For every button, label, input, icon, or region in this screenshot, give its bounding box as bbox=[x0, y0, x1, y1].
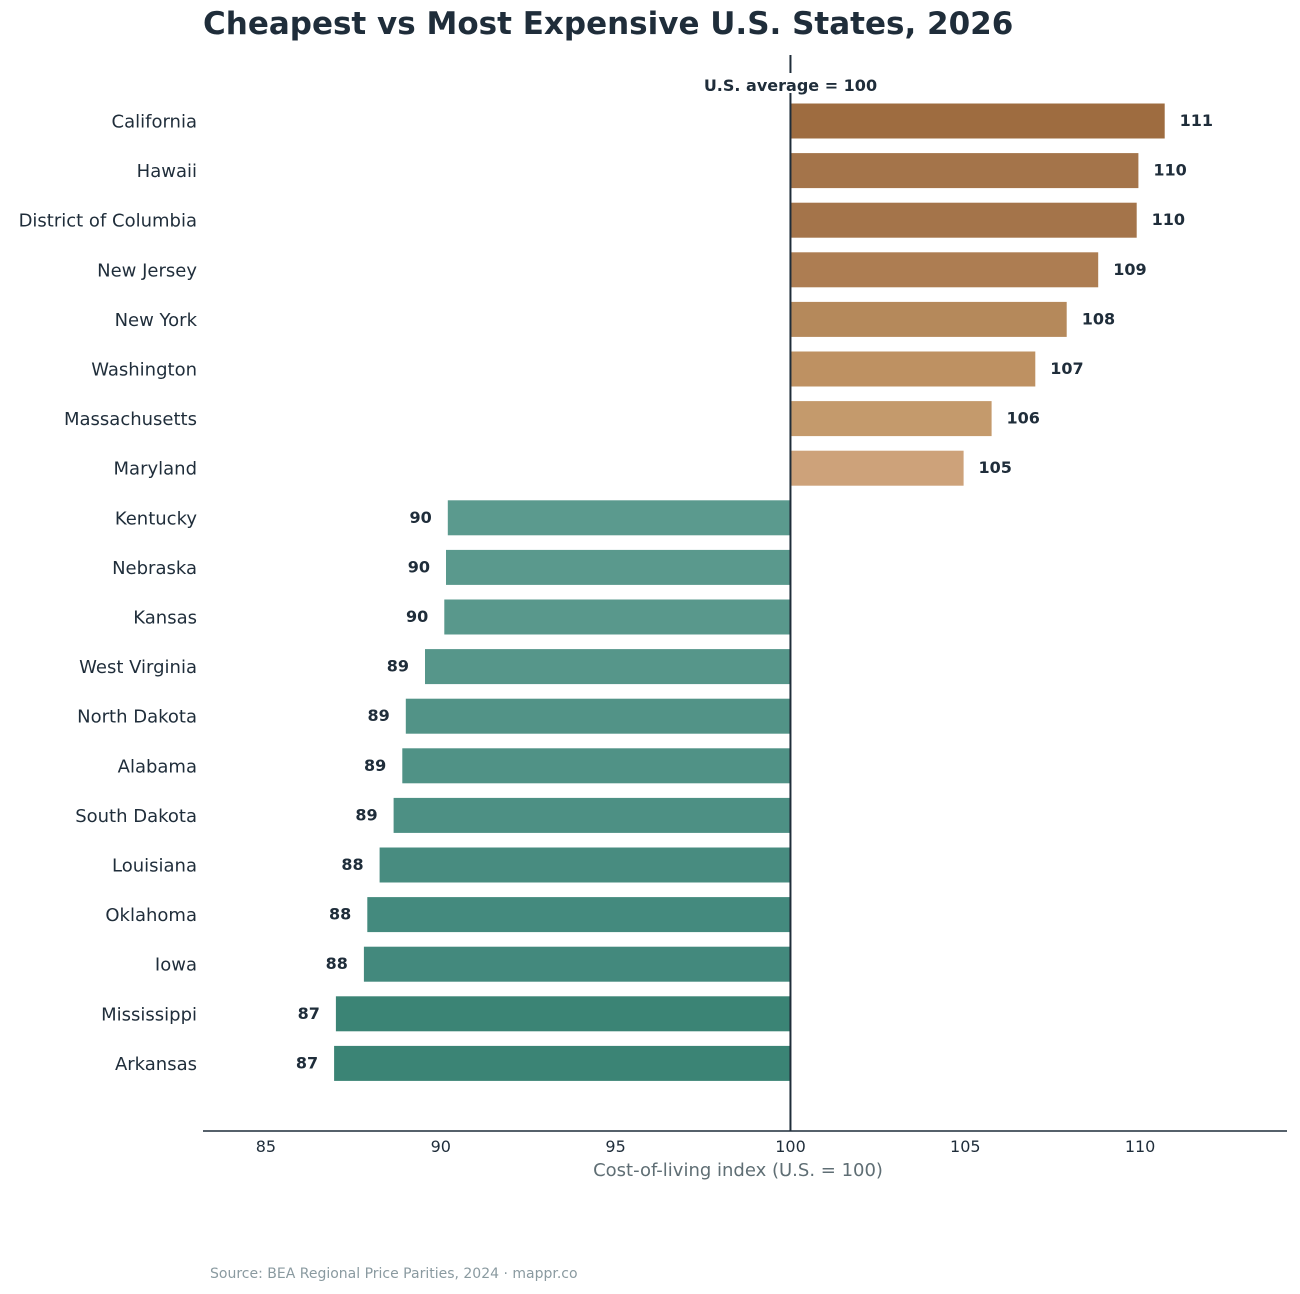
bar-arkansas bbox=[334, 1045, 791, 1081]
category-label: California bbox=[112, 112, 197, 133]
category-label: South Dakota bbox=[75, 806, 197, 827]
bars-layer bbox=[334, 103, 1165, 1081]
bar-nebraska bbox=[446, 549, 791, 585]
value-label: 90 bbox=[408, 557, 430, 576]
bar-kansas bbox=[444, 599, 791, 635]
value-label: 110 bbox=[1152, 210, 1185, 229]
bar-new-jersey bbox=[790, 252, 1099, 288]
value-label: 88 bbox=[326, 954, 348, 973]
category-label: Massachusetts bbox=[64, 409, 197, 430]
category-label: Maryland bbox=[114, 459, 197, 480]
value-label: 106 bbox=[1007, 409, 1040, 428]
category-label: District of Columbia bbox=[19, 211, 197, 232]
category-label: Alabama bbox=[118, 756, 197, 777]
x-tick-label: 95 bbox=[605, 1137, 625, 1156]
category-label: North Dakota bbox=[77, 707, 197, 728]
category-labels: California Hawaii District of Columbia New … bbox=[19, 112, 198, 1075]
x-tick-labels: 85 90 95 100 105 110 bbox=[256, 1137, 1156, 1156]
bar-south-dakota bbox=[393, 797, 791, 833]
value-label: 88 bbox=[329, 905, 351, 924]
value-label: 110 bbox=[1153, 161, 1186, 180]
chart-title: Cheapest vs Most Expensive U.S. States, … bbox=[203, 6, 1014, 42]
x-axis-label: Cost-of-living index (U.S. = 100) bbox=[593, 1160, 883, 1181]
bar-maryland bbox=[790, 450, 964, 486]
category-label: Oklahoma bbox=[105, 905, 197, 926]
x-tick-label: 110 bbox=[1125, 1137, 1156, 1156]
value-label: 90 bbox=[410, 508, 432, 527]
bar-north-dakota bbox=[405, 698, 791, 734]
bar-iowa bbox=[363, 946, 791, 982]
value-label: 87 bbox=[296, 1053, 318, 1072]
x-tick-label: 85 bbox=[256, 1137, 276, 1156]
bar-louisiana bbox=[379, 847, 791, 883]
category-label: New York bbox=[115, 310, 198, 331]
bar-district-of-columbia bbox=[790, 202, 1137, 238]
category-label: New Jersey bbox=[97, 260, 197, 281]
category-label: Mississippi bbox=[101, 1004, 197, 1025]
category-label: Nebraska bbox=[112, 558, 197, 579]
bar-massachusetts bbox=[790, 401, 992, 437]
category-label: Arkansas bbox=[115, 1054, 197, 1075]
value-label: 89 bbox=[364, 756, 386, 775]
category-label: Hawaii bbox=[137, 161, 197, 182]
value-label: 90 bbox=[406, 607, 428, 626]
x-tick-label: 90 bbox=[431, 1137, 451, 1156]
value-label: 109 bbox=[1113, 260, 1146, 279]
bar-washington bbox=[790, 351, 1036, 387]
value-labels: 111 110 110 109 108 107 106 105 90 90 90 89 89 89 89 88… bbox=[296, 111, 1213, 1072]
category-label: Louisiana bbox=[112, 856, 197, 877]
bar-alabama bbox=[402, 748, 791, 784]
value-label: 89 bbox=[355, 805, 377, 824]
category-label: West Virginia bbox=[79, 657, 197, 678]
x-tick-label: 105 bbox=[950, 1137, 981, 1156]
value-label: 87 bbox=[298, 1004, 320, 1023]
bar-mississippi bbox=[335, 996, 791, 1032]
value-label: 105 bbox=[979, 458, 1012, 477]
category-label: Iowa bbox=[155, 955, 197, 976]
bar-west-virginia bbox=[425, 649, 791, 685]
category-label: Kansas bbox=[133, 608, 197, 629]
value-label: 89 bbox=[368, 706, 390, 725]
bar-oklahoma bbox=[367, 897, 791, 933]
value-label: 108 bbox=[1082, 309, 1115, 328]
bar-new-york bbox=[790, 301, 1067, 337]
value-label: 111 bbox=[1180, 111, 1213, 130]
x-tick-label: 100 bbox=[775, 1137, 806, 1156]
bar-kentucky bbox=[447, 500, 791, 536]
value-label: 88 bbox=[341, 855, 363, 874]
category-label: Washington bbox=[91, 360, 197, 381]
bar-california bbox=[790, 103, 1165, 139]
source-note: Source: BEA Regional Price Parities, 202… bbox=[210, 1266, 578, 1282]
value-label: 107 bbox=[1050, 359, 1083, 378]
category-label: Kentucky bbox=[115, 508, 198, 529]
bar-hawaii bbox=[790, 153, 1139, 189]
value-label: 89 bbox=[387, 657, 409, 676]
reference-line-label: U.S. average = 100 bbox=[704, 76, 877, 95]
